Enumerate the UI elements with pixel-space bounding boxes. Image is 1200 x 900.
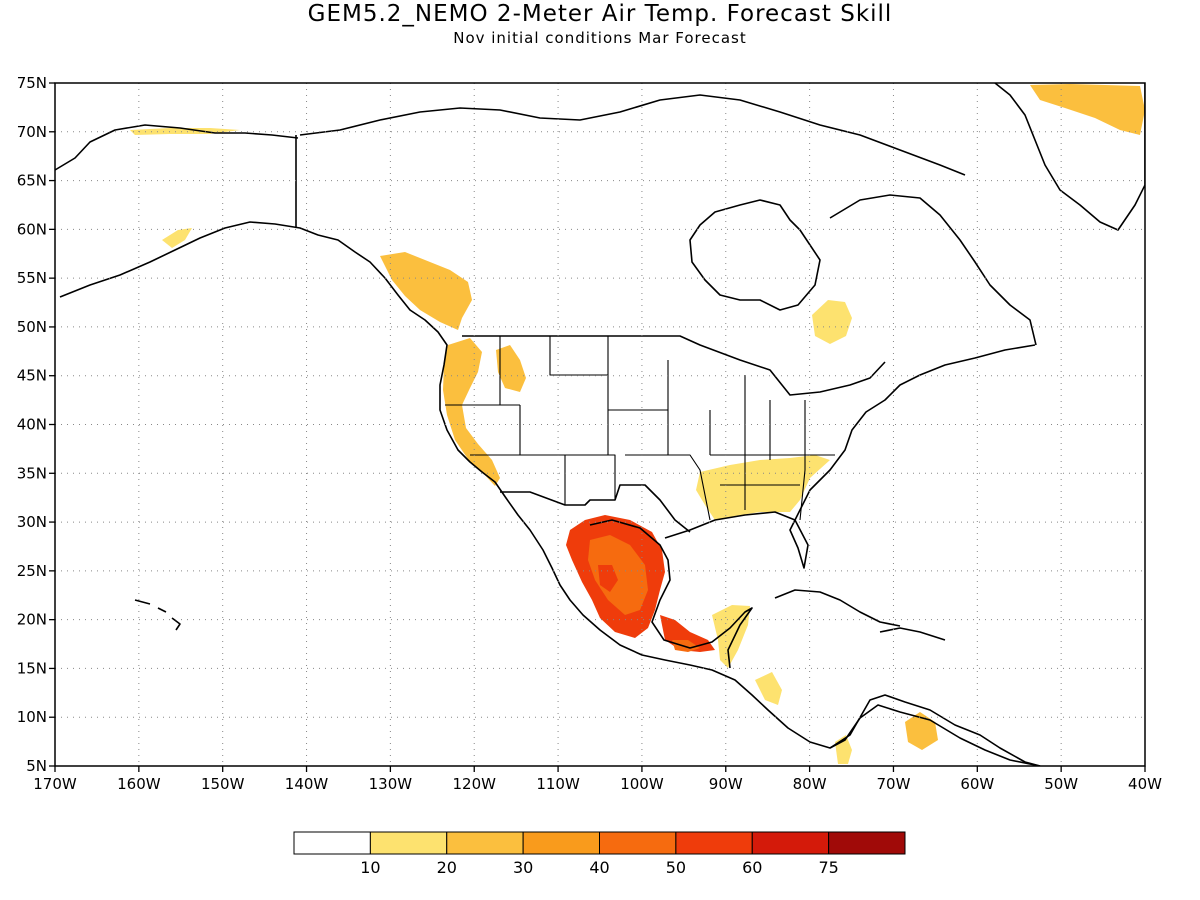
lat-tick-label: 55N <box>17 269 47 287</box>
lon-tick-label: 90W <box>709 775 743 793</box>
skill-region-bc-coast <box>380 252 472 330</box>
skill-region-us-west-coast <box>443 338 500 486</box>
lat-tick-label: 20N <box>17 611 47 629</box>
colorbar-swatch <box>446 831 524 855</box>
colorbar-label: 30 <box>513 858 533 877</box>
coastline-north-america <box>59 221 1041 766</box>
lon-tick-label: 110W <box>536 775 580 793</box>
coastline-gulf <box>589 344 1036 669</box>
colorbar-swatch <box>293 831 371 855</box>
colorbar-label: 50 <box>666 858 686 877</box>
lon-tick-label: 80W <box>793 775 827 793</box>
lat-tick-label: 35N <box>17 464 47 482</box>
lat-tick-label: 10N <box>17 708 47 726</box>
skill-region-alaska-south <box>162 228 192 248</box>
lat-tick-label: 50N <box>17 318 47 336</box>
lon-tick-label: 50W <box>1044 775 1078 793</box>
coastline-south-america <box>829 694 1041 766</box>
lat-tick-label: 65N <box>17 172 47 190</box>
skill-region-northern-mexico-peak <box>598 565 618 592</box>
colorbar-label: 75 <box>818 858 838 877</box>
colorbar-swatch <box>522 831 600 855</box>
map-frame <box>54 82 1146 767</box>
graticule <box>55 83 1145 766</box>
skill-region-central-america <box>755 672 782 705</box>
colorbar-label: 20 <box>437 858 457 877</box>
lon-tick-label: 70W <box>877 775 911 793</box>
lon-tick-label: 120W <box>452 775 496 793</box>
coastline-hudson-bay <box>689 199 821 311</box>
lat-tick-label: 75N <box>17 74 47 92</box>
skill-region-northern-mexico-core <box>588 535 648 615</box>
skill-region-southeast-us <box>696 455 830 520</box>
coastline-greenland <box>994 83 1145 231</box>
skill-region-northern-rockies <box>496 345 526 392</box>
lon-tick-label: 160W <box>117 775 161 793</box>
axis-ticks: 170W 160W 150W 140W 130W 120W 110W 100W 90W 80W 70… <box>17 74 1162 793</box>
colorbar-swatch <box>751 831 830 855</box>
lat-tick-label: 45N <box>17 367 47 385</box>
skill-shading <box>130 84 1145 764</box>
skill-region-venezuela <box>905 712 938 750</box>
lon-tick-label: 100W <box>620 775 664 793</box>
lat-tick-label: 30N <box>17 513 47 531</box>
lon-tick-label: 150W <box>201 775 245 793</box>
colorbar: 10 20 30 40 50 60 75 <box>293 831 906 877</box>
lat-tick-label: 60N <box>17 220 47 238</box>
lon-tick-label: 60W <box>960 775 994 793</box>
colorbar-swatch <box>828 831 906 855</box>
lon-tick-label: 130W <box>369 775 413 793</box>
border-us-canada <box>462 335 886 396</box>
colorbar-swatch <box>369 831 448 855</box>
skill-region-greenland-east <box>1030 84 1145 135</box>
lon-tick-label: 170W <box>33 775 77 793</box>
lat-tick-label: 25N <box>17 562 47 580</box>
lat-tick-label: 15N <box>17 659 47 677</box>
coastline-labrador <box>829 194 1037 346</box>
lon-tick-label: 40W <box>1128 775 1162 793</box>
colorbar-label: 10 <box>360 858 380 877</box>
coastline-alaska-north <box>55 124 299 171</box>
coastlines <box>55 83 1145 766</box>
coastline-hawaii <box>134 599 181 631</box>
coastline-hispaniola <box>879 627 946 641</box>
lat-tick-label: 40N <box>17 416 47 434</box>
coastline-cuba <box>774 589 901 627</box>
colorbar-swatch <box>675 831 753 855</box>
skill-region-yucatan <box>712 605 750 668</box>
colorbar-label: 40 <box>589 858 609 877</box>
lat-tick-label: 70N <box>17 123 47 141</box>
colorbar-swatch <box>599 831 677 855</box>
lat-tick-label: 5N <box>26 757 47 775</box>
state-borders <box>445 336 835 521</box>
colorbar-label: 60 <box>742 858 762 877</box>
coastline-arctic <box>299 94 966 176</box>
skill-region-hudson-bay-east <box>812 300 852 344</box>
chart-title: GEM5.2_NEMO 2-Meter Air Temp. Forecast S… <box>307 1 893 27</box>
lon-tick-label: 140W <box>285 775 329 793</box>
chart-subtitle: Nov initial conditions Mar Forecast <box>453 29 747 47</box>
